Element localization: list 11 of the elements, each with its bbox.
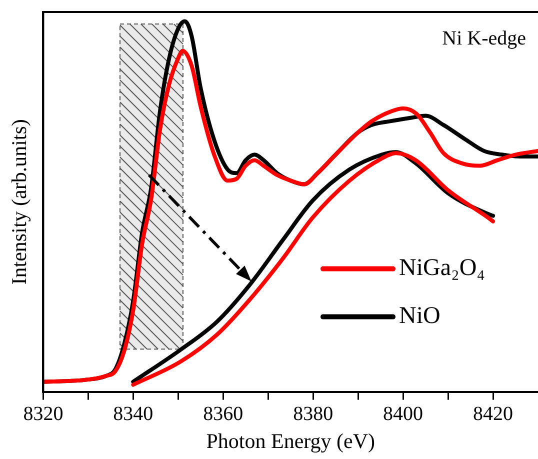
x-tick-label: 8380 [293, 403, 334, 426]
y-axis-title: Intensity (arb.units) [7, 119, 32, 285]
legend-label: NiGa₂O₄ [399, 255, 486, 282]
annotation: Ni K-edge [442, 27, 526, 50]
x-tick-label: 8420 [473, 403, 514, 426]
x-axis-title: Photon Energy (eV) [206, 428, 375, 453]
x-tick-label: 8340 [113, 403, 154, 426]
x-tick-label: 8320 [23, 403, 64, 426]
x-tick-label: 8360 [203, 403, 244, 426]
legend-label: NiO [399, 303, 440, 330]
x-tick-label: 8400 [383, 403, 424, 426]
